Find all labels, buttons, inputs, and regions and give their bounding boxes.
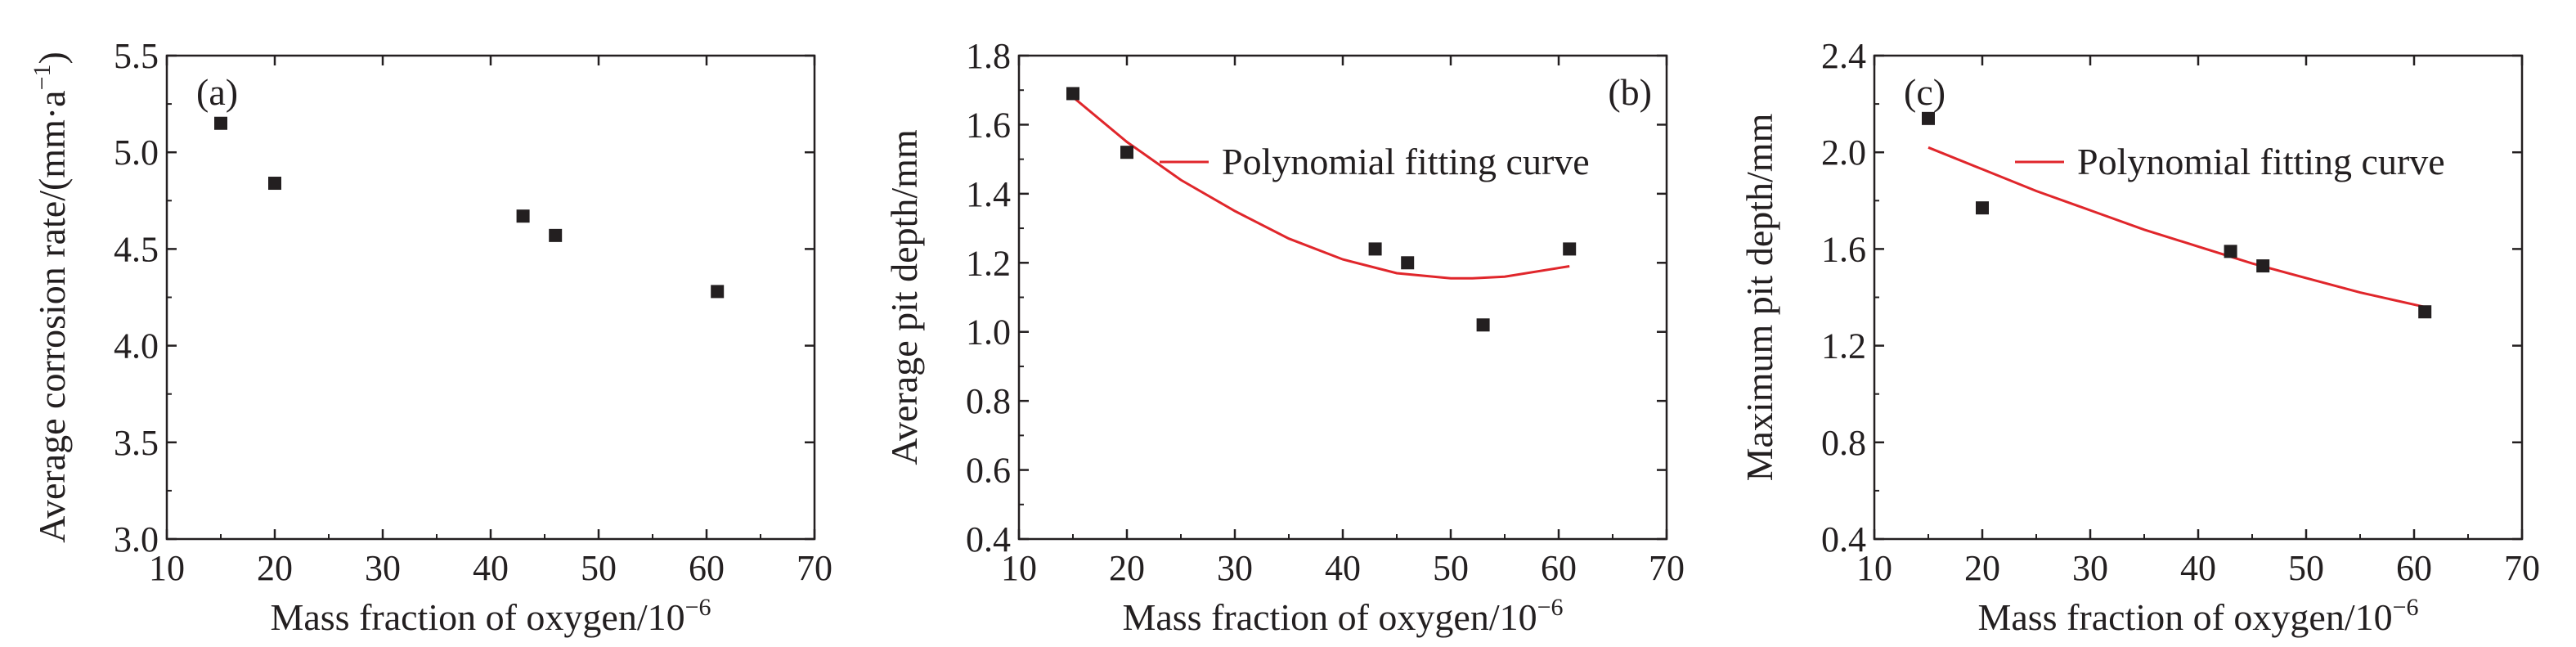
data-point (214, 116, 227, 130)
x-tick-label: 40 (2180, 548, 2216, 588)
data-point (549, 228, 563, 242)
y-tick-label: 4.5 (114, 229, 159, 269)
data-point (1976, 201, 1989, 215)
x-tick-label: 70 (2504, 548, 2540, 588)
y-tick-label: 2.0 (1821, 133, 1866, 173)
data-point (1066, 87, 1079, 101)
y-tick-label: 1.4 (966, 174, 1011, 214)
fit-curve (1928, 146, 2426, 308)
data-point (1922, 111, 1935, 125)
panel-label: (c) (1904, 71, 1945, 113)
x-axis-label-text: Mass fraction of oxygen/10 (1977, 596, 2392, 638)
x-tick-label: 10 (149, 548, 185, 588)
y-tick-label: 0.8 (1821, 423, 1866, 463)
y-tick-label: 3.5 (114, 423, 159, 463)
y-axis-label: Average corrosion rate/(mm·a−1) (29, 52, 73, 543)
fit-curve (1072, 96, 1570, 280)
panel-label: (b) (1608, 71, 1652, 113)
data-point (2418, 305, 2432, 319)
y-axis-label-text: Average corrosion rate/(mm·a (31, 90, 73, 542)
x-axis-label-text: Mass fraction of oxygen/10 (270, 596, 684, 638)
y-tick-label: 1.0 (966, 312, 1011, 353)
chart-panel-a: 10 20 30 40 50 60 70 3.0 3.5 4.0 4.5 5.0 5.5 Mass fra… (29, 36, 832, 638)
chart-panel-b: 10 20 30 40 50 60 70 0.4 0.6 0.8 1.0 1.2 1.4 1.6 1.8 Ma… (883, 36, 1685, 638)
x-axis-label-superscript: −6 (1537, 594, 1564, 621)
data-point (2224, 245, 2237, 258)
y-tick-label: 5.5 (114, 36, 159, 76)
legend-label: Polynomial fitting curve (2077, 141, 2445, 182)
x-tick-label: 70 (797, 548, 832, 588)
data-point (1368, 242, 1382, 256)
y-tick-label: 3.0 (114, 519, 159, 559)
y-tick-label: 1.2 (1821, 326, 1866, 366)
y-axis-label-end: ) (31, 52, 73, 64)
y-axis-label-text: Maximum pit depth/mm (1739, 113, 1780, 481)
x-tick-label: 30 (365, 548, 401, 588)
x-tick-label: 60 (1541, 548, 1577, 588)
x-tick-label: 70 (1649, 548, 1685, 588)
x-axis-label-superscript: −6 (685, 594, 711, 621)
x-tick-label: 20 (1964, 548, 2000, 588)
x-tick-label: 30 (1217, 548, 1253, 588)
x-tick-label: 10 (1001, 548, 1037, 588)
data-point (711, 285, 725, 299)
data-point (1401, 256, 1415, 270)
data-point (1563, 242, 1577, 256)
y-tick-label: 0.4 (966, 519, 1011, 559)
x-tick-label: 60 (2396, 548, 2432, 588)
y-axis-label: Maximum pit depth/mm (1739, 113, 1780, 481)
x-tick-label: 60 (689, 548, 725, 588)
x-tick-label: 50 (581, 548, 617, 588)
x-axis-label-text: Mass fraction of oxygen/10 (1122, 596, 1537, 638)
x-tick-label: 50 (1433, 548, 1469, 588)
x-tick-label: 20 (257, 548, 293, 588)
data-point (1476, 318, 1490, 332)
legend-label: Polynomial fitting curve (1222, 141, 1590, 182)
plot-frame (1873, 54, 2524, 541)
y-tick-label: 1.2 (966, 243, 1011, 283)
y-tick-label: 1.6 (1821, 229, 1866, 269)
panel-label: (a) (196, 71, 238, 113)
x-tick-label: 10 (1856, 548, 1892, 588)
x-tick-label: 30 (2072, 548, 2108, 588)
x-tick-label: 40 (1325, 548, 1361, 588)
x-axis-label: Mass fraction of oxygen/10−6 (1977, 594, 2418, 638)
data-point (2256, 259, 2270, 273)
plot-frame (1017, 54, 1668, 541)
y-tick-label: 4.0 (114, 326, 159, 366)
y-tick-label: 5.0 (114, 133, 159, 173)
y-tick-label: 1.6 (966, 105, 1011, 145)
x-tick-label: 50 (2288, 548, 2324, 588)
x-axis-label: Mass fraction of oxygen/10−6 (270, 594, 711, 638)
y-tick-label: 1.8 (966, 36, 1011, 76)
chart-panel-c: 10 20 30 40 50 60 70 0.4 0.8 1.2 1.6 2.0 2.4 Mass fra… (1739, 36, 2540, 638)
y-tick-label: 0.4 (1821, 519, 1866, 559)
data-point (268, 177, 281, 191)
y-tick-label: 0.8 (966, 381, 1011, 421)
data-point (1120, 146, 1133, 160)
y-axis-label-superscript: −1 (29, 64, 56, 90)
y-tick-label: 0.6 (966, 451, 1011, 491)
x-axis-label: Mass fraction of oxygen/10−6 (1122, 594, 1563, 638)
x-axis-label-superscript: −6 (2393, 594, 2419, 621)
y-axis-label: Average pit depth/mm (883, 129, 925, 465)
y-tick-label: 2.4 (1821, 36, 1866, 76)
data-point (516, 209, 530, 223)
y-axis-label-text: Average pit depth/mm (883, 129, 925, 465)
x-tick-label: 20 (1109, 548, 1145, 588)
x-tick-label: 40 (473, 548, 509, 588)
